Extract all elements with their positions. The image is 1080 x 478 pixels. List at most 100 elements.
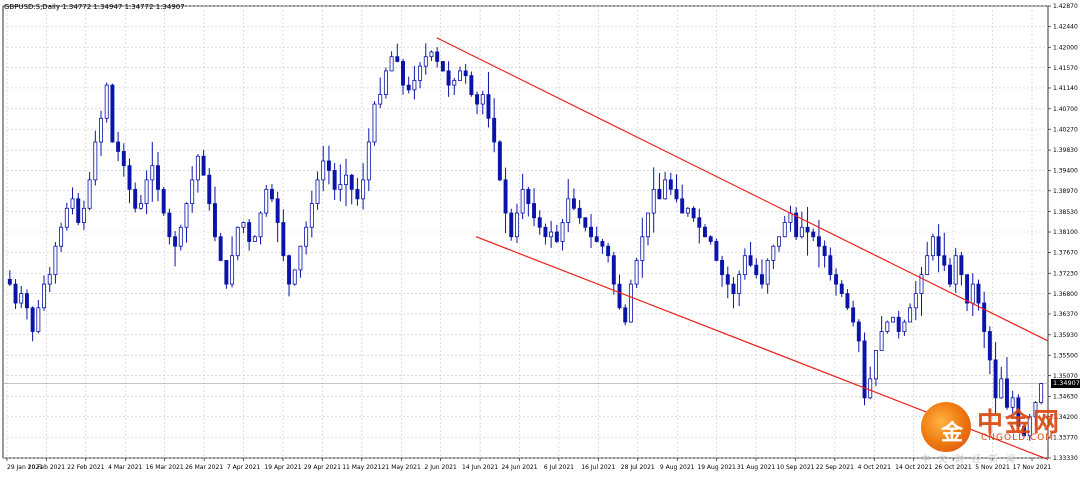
y-tick-label: 1.42870 <box>1053 3 1078 10</box>
candle-body <box>53 245 58 276</box>
candle-body <box>896 316 901 332</box>
x-tick-label: 6 Jul 2021 <box>544 464 574 471</box>
candle-body <box>326 160 331 171</box>
candle-body <box>680 198 685 214</box>
candle-body <box>919 274 924 294</box>
candle-body <box>99 117 103 143</box>
x-tick-label: 26 Oct 2021 <box>935 464 972 471</box>
candle-body <box>748 255 753 266</box>
candle-body <box>332 170 337 190</box>
candle-body <box>150 165 155 181</box>
y-tick-label: 1.34630 <box>1053 394 1078 401</box>
y-tick-label: 1.42000 <box>1053 44 1078 51</box>
x-tick-label: 26 Mar 2021 <box>185 464 223 471</box>
candle-body <box>526 188 531 204</box>
y-tick-label: 1.35070 <box>1053 373 1078 380</box>
candle-body <box>412 79 417 91</box>
candle-body <box>594 236 599 242</box>
x-tick-label: 28 Jul 2021 <box>621 464 655 471</box>
candle-body <box>759 274 764 285</box>
candles <box>7 43 1044 441</box>
y-tick-label: 1.39830 <box>1053 147 1078 154</box>
x-tick-label: 10 Sep 2021 <box>776 464 814 471</box>
candle-body <box>167 212 172 238</box>
candle-body <box>606 245 611 257</box>
candle-body <box>355 188 360 200</box>
x-tick-label: 29 Jan 2021 <box>7 464 43 471</box>
candle-body <box>309 203 314 228</box>
x-tick-label: 19 Apr 2021 <box>264 464 301 471</box>
candle-body <box>1016 397 1021 427</box>
price-axis: 1.42870 1.42440 1.42000 1.41570 1.41140 1.407… <box>1048 3 1078 462</box>
candle-body <box>674 188 679 200</box>
candle-body <box>458 70 462 81</box>
x-tick-label: 16 Jul 2021 <box>581 464 615 471</box>
candle-body <box>378 94 383 105</box>
candle-body <box>628 283 633 323</box>
candle-body <box>771 245 776 261</box>
candle-body <box>623 307 628 323</box>
candle-body <box>549 231 554 238</box>
candle-body <box>218 236 223 261</box>
candle-body <box>213 203 217 238</box>
candle-body <box>452 79 457 86</box>
x-tick-label: 4 Oct 2021 <box>858 464 891 471</box>
candle-body <box>178 226 183 247</box>
candle-body <box>862 340 867 399</box>
candle-body <box>492 117 497 143</box>
candle-body <box>110 84 115 143</box>
y-tick-label: 1.35930 <box>1053 332 1078 339</box>
candle-body <box>543 226 548 238</box>
candle-body <box>401 61 405 86</box>
candle-body <box>891 316 895 323</box>
candle-body <box>59 226 64 247</box>
candle-body <box>765 260 770 285</box>
candle-body <box>993 359 998 399</box>
x-tick-label: 5 Nov 2021 <box>975 464 1010 471</box>
candle-body <box>93 141 98 181</box>
candle-body <box>879 331 884 351</box>
candle-body <box>777 236 782 247</box>
candle-body <box>839 283 844 294</box>
candle-body <box>435 51 440 62</box>
candle-body <box>389 56 394 72</box>
candle-body <box>600 241 605 247</box>
candle-body <box>36 307 41 332</box>
candle-body <box>235 226 240 257</box>
y-tick-label: 1.39400 <box>1053 168 1078 175</box>
candle-body <box>121 151 126 167</box>
candle-body <box>1039 383 1044 403</box>
x-tick-label: 24 Jun 2021 <box>501 464 537 471</box>
candle-body <box>611 255 616 285</box>
candle-body <box>486 94 491 119</box>
candle-body <box>184 203 189 228</box>
y-tick-label: 1.38530 <box>1053 209 1078 216</box>
y-tick-label: 1.37670 <box>1053 250 1078 257</box>
candle-body <box>315 179 320 204</box>
candle-body <box>942 255 947 266</box>
candle-body <box>532 203 537 219</box>
candle-body <box>651 188 656 214</box>
candle-body <box>742 255 747 276</box>
candle-body <box>782 222 787 238</box>
candle-body <box>241 222 246 228</box>
candle-body <box>668 179 673 190</box>
candle-body <box>19 293 24 304</box>
candle-body <box>936 236 941 257</box>
candle-body <box>201 155 206 176</box>
candle-body <box>617 283 622 309</box>
x-tick-label: 16 Mar 2021 <box>146 464 184 471</box>
candle-body <box>999 378 1004 399</box>
candle-body <box>566 198 571 223</box>
candle-body <box>1027 416 1032 437</box>
y-tick-label: 1.41570 <box>1053 65 1078 72</box>
y-tick-label: 1.38100 <box>1053 229 1078 236</box>
x-tick-label: 11 May 2021 <box>342 464 381 471</box>
candle-body <box>173 236 178 247</box>
candle-body <box>816 236 821 247</box>
candle-body <box>811 231 816 238</box>
candle-body <box>885 321 890 332</box>
candle-body <box>321 160 326 181</box>
